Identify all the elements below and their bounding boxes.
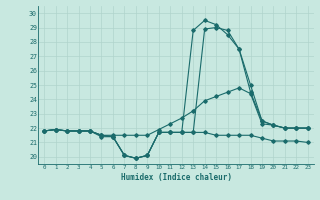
X-axis label: Humidex (Indice chaleur): Humidex (Indice chaleur) [121,173,231,182]
